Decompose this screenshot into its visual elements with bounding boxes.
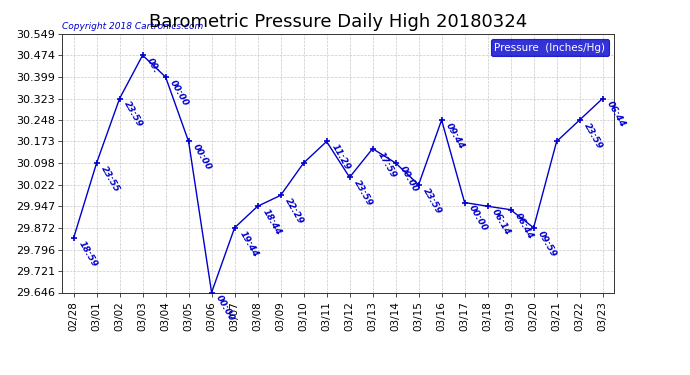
Text: 00:00: 00:00 [215, 294, 237, 323]
Text: 06:14: 06:14 [491, 208, 513, 237]
Text: 09:59: 09:59 [536, 229, 558, 258]
Text: 19:44: 19:44 [237, 229, 259, 258]
Text: 23:59: 23:59 [582, 122, 604, 151]
Title: Barometric Pressure Daily High 20180324: Barometric Pressure Daily High 20180324 [149, 13, 527, 31]
Text: 11:29: 11:29 [329, 143, 351, 172]
Text: 06:44: 06:44 [513, 211, 535, 240]
Text: 23:59: 23:59 [353, 179, 375, 208]
Text: 06:44: 06:44 [605, 100, 627, 129]
Text: 17:59: 17:59 [375, 150, 397, 179]
Text: 23:59: 23:59 [422, 186, 444, 216]
Text: 09:44: 09:44 [444, 122, 466, 151]
Text: 00:00: 00:00 [168, 78, 190, 108]
Text: 00:00: 00:00 [467, 204, 489, 233]
Text: 09:: 09: [146, 57, 161, 75]
Text: 00:00: 00:00 [191, 143, 213, 172]
Legend: Pressure  (Inches/Hg): Pressure (Inches/Hg) [491, 39, 609, 56]
Text: 00:00: 00:00 [398, 164, 420, 194]
Text: 18:44: 18:44 [260, 208, 282, 237]
Text: 23:59: 23:59 [122, 100, 144, 129]
Text: 23:55: 23:55 [99, 164, 121, 194]
Text: 22:29: 22:29 [284, 197, 306, 226]
Text: Copyright 2018 Cartronics.com: Copyright 2018 Cartronics.com [62, 22, 204, 31]
Text: 18:59: 18:59 [77, 240, 99, 269]
